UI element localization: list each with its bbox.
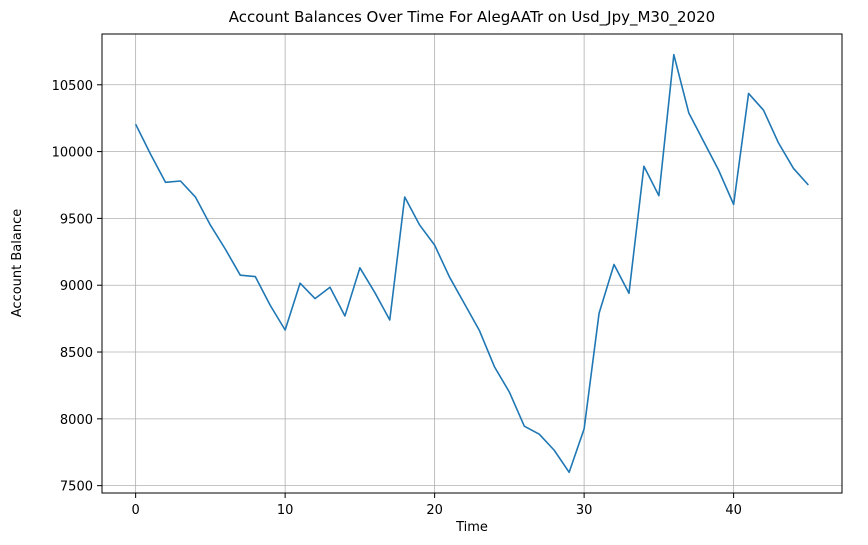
x-axis: 0 10 20 30 40: [131, 493, 742, 518]
y-tick-label: 8500: [60, 346, 93, 361]
y-tick-label: 7500: [60, 480, 93, 495]
chart-title: Account Balances Over Time For AlegAATr …: [229, 8, 715, 27]
x-tick-label: 40: [725, 503, 742, 518]
y-tick-label: 8000: [60, 413, 93, 428]
y-tick-label: 9500: [60, 212, 93, 227]
y-tick-label: 10000: [52, 146, 93, 161]
grid: [102, 34, 842, 493]
x-axis-label: Time: [455, 520, 488, 535]
y-axis-label: Account Balance: [10, 209, 25, 317]
y-axis: 7500 8000 8500 9000 9500 10000 10500: [52, 79, 102, 495]
series-line: [134, 53, 809, 474]
series-layer: [134, 53, 809, 474]
y-tick-label: 10500: [52, 79, 93, 94]
x-tick-label: 20: [426, 503, 443, 518]
y-tick-label: 9000: [60, 279, 93, 294]
x-tick-label: 30: [576, 503, 593, 518]
x-tick-label: 0: [131, 503, 139, 518]
x-tick-label: 10: [277, 503, 294, 518]
plot-frame: [101, 33, 843, 494]
